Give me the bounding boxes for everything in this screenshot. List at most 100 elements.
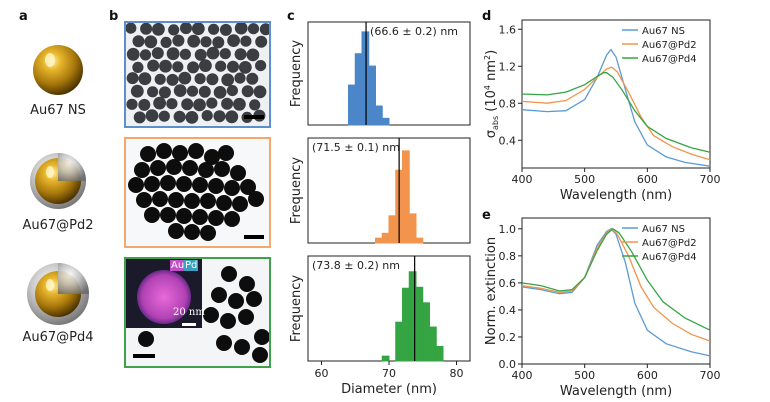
tem-particle-111 [160, 207, 176, 223]
tem-particle-122 [228, 293, 244, 309]
tem-particle-16 [200, 36, 212, 48]
hist-bar-0-4 [375, 105, 383, 126]
hist-bar-2-5 [422, 302, 430, 362]
hist-bar-2-7 [435, 345, 444, 362]
tem-particle-69 [233, 97, 246, 111]
e-series-1 [521, 227, 711, 342]
d-ylabel-part-5: 2 [483, 55, 492, 60]
tem-particle-102 [136, 192, 152, 208]
tem-particle-45 [178, 71, 192, 85]
tem-particle-120 [239, 276, 255, 292]
tem-particle-104 [168, 192, 184, 208]
chart-d-absorption: 400 500 600 700 0.4 0.8 1.2 1.6 Wavelength (nm) A… [483, 19, 721, 203]
d-xtick-label-1: 500 [574, 173, 595, 186]
tem-particle-25 [179, 48, 191, 60]
tem-particle-33 [159, 59, 172, 73]
tem-particle-49 [234, 72, 246, 84]
tem-particle-115 [224, 211, 240, 227]
tem-particle-89 [166, 159, 182, 175]
hist-bar-1-4 [402, 150, 410, 244]
tem-particle-9 [247, 23, 260, 35]
tem-particle-70 [249, 99, 261, 111]
tem-particle-52 [147, 86, 159, 98]
tem-particle-27 [206, 46, 220, 60]
tem-particle-82 [156, 143, 172, 159]
d-ytick-label-3: 1.6 [499, 23, 517, 36]
d-legend-label-2: Au67@Pd4 [642, 54, 697, 65]
tem-particle-101 [240, 179, 256, 195]
tem-particle-96 [160, 175, 176, 191]
tem-particle-53 [158, 86, 171, 99]
tem-particle-46 [194, 73, 206, 85]
sphere-label-au67-pd4: Au67@Pd4 [22, 330, 94, 345]
hist-bar-2-0 [381, 355, 390, 362]
tem-particle-37 [215, 60, 227, 72]
tem-particle-54 [173, 84, 187, 97]
d-series-2 [521, 72, 711, 153]
e-ytick-label-3: 0.6 [499, 277, 517, 290]
tem-particle-32 [147, 59, 160, 72]
tem-particle-105 [184, 193, 200, 209]
tem-particle-41 [126, 72, 139, 85]
tem-particle-75 [185, 111, 199, 124]
tem-particle-1 [140, 23, 153, 35]
tem-particle-87 [134, 162, 150, 178]
tem-particle-62 [138, 98, 151, 111]
tem-particle-119 [221, 266, 237, 282]
tem-particle-84 [188, 143, 204, 159]
sphere-label-au67-pd2: Au67@Pd2 [22, 218, 94, 233]
d-ytick-label-2: 1.2 [499, 60, 517, 73]
d-ylabel-part-4: nm [484, 60, 499, 85]
hist-bar-2-6 [429, 326, 437, 362]
tem-particle-61 [126, 98, 138, 110]
hist-bar-1-1 [381, 232, 390, 244]
tem-particle-81 [140, 146, 156, 162]
tem-particle-42 [138, 72, 152, 86]
hist-bar-0-1 [354, 53, 363, 126]
tem-particle-48 [221, 73, 235, 87]
d-xtick-label-0: 400 [512, 173, 533, 186]
tem-particle-63 [153, 96, 166, 110]
d-ylabel-part-3: 4 [483, 85, 492, 90]
sphere-label-au67-ns: Au67 NS [30, 103, 86, 118]
tem-particle-11 [132, 35, 145, 48]
d-ytick-label-0: 0.4 [499, 134, 517, 147]
tem-particle-114 [208, 210, 224, 226]
tem-particle-43 [154, 73, 166, 85]
tem-particle-29 [234, 48, 247, 61]
tem-image-au67-pd4: Au Pd 20 nm [124, 257, 271, 368]
inset-scale-label: 20 nm [173, 307, 205, 318]
hist-ylabel-2: Frequency [289, 275, 304, 342]
scale-bar-3 [133, 354, 155, 358]
panel-label-e: e [482, 208, 491, 223]
tem-particle-92 [214, 161, 230, 177]
hist-bar-0-5 [381, 117, 390, 126]
tem-particle-7 [219, 23, 232, 36]
d-ylabel-part-2: (10 [484, 90, 499, 116]
tem-particle-108 [232, 196, 248, 212]
d-ytick-label-1: 0.8 [499, 97, 517, 110]
e-xtick-label-3: 700 [700, 369, 721, 382]
sphere-au67-pd2 [30, 153, 86, 209]
hist-bar-1-0 [375, 237, 383, 244]
d-series-0 [521, 48, 711, 167]
d-legend-label-0: Au67 NS [642, 26, 685, 37]
tem-particle-106 [200, 193, 216, 209]
e-legend-label-0: Au67 NS [642, 224, 685, 235]
tem-particle-19 [240, 35, 252, 47]
e-frame [521, 217, 711, 365]
e-ylabel: Norm. extinction [484, 237, 499, 345]
tem-particle-35 [187, 61, 200, 74]
chart-e-extinction: 400 500 600 700 0.0 0.2 0.4 0.6 0.8 1.0 Wavelength… [484, 217, 721, 399]
tem-particle-57 [213, 86, 227, 99]
tem-particle-47 [206, 73, 219, 86]
tem-particle-72 [145, 109, 159, 122]
tem-particle-26 [194, 48, 207, 61]
sphere-au67-ns [33, 45, 83, 95]
tem-particle-39 [238, 61, 252, 74]
tem-particle-88 [150, 160, 166, 176]
tem-particle-38 [227, 60, 239, 73]
eds-label-au: Au [170, 260, 186, 271]
tem-particle-123 [246, 291, 262, 307]
tem-particle-128 [216, 335, 232, 351]
